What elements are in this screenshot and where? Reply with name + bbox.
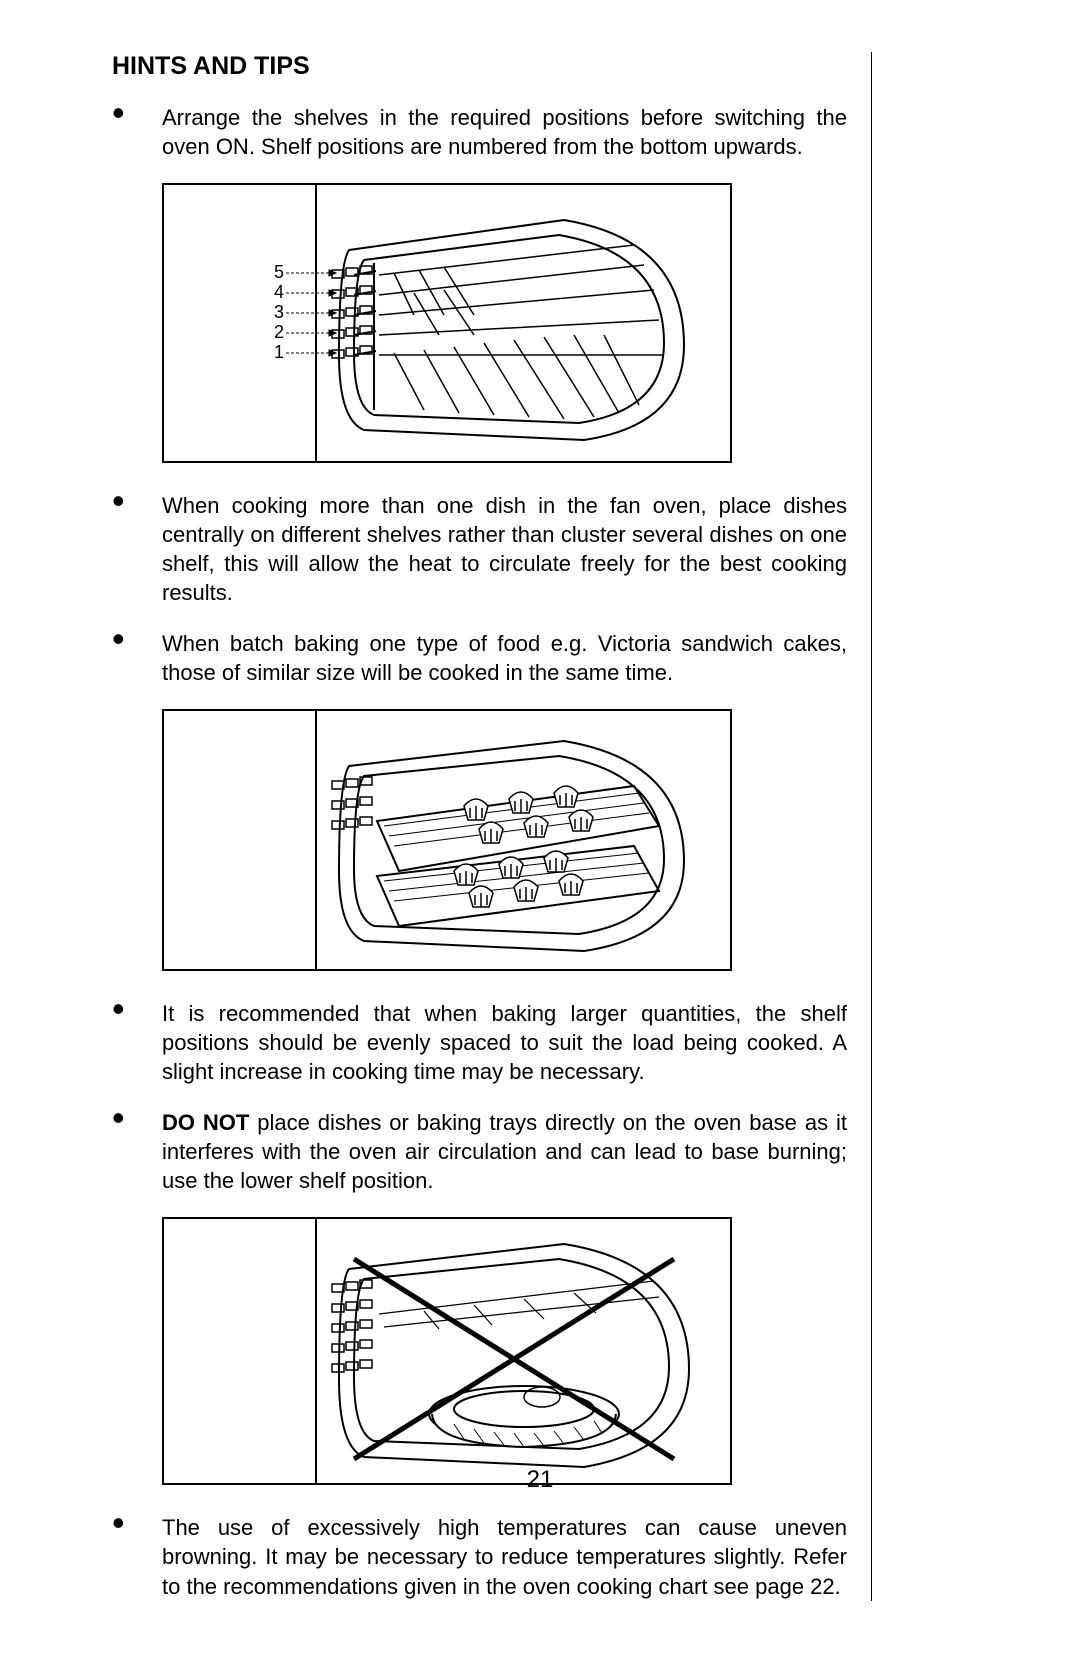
shelf-label-4: 4 — [274, 282, 284, 302]
bullet-list: It is recommended that when baking large… — [112, 999, 847, 1195]
section-heading: HINTS AND TIPS — [112, 52, 847, 81]
bullet-item: The use of excessively high temperatures… — [112, 1513, 847, 1600]
bullet-item: It is recommended that when baking large… — [112, 999, 847, 1086]
bullet-list: The use of excessively high temperatures… — [112, 1513, 847, 1600]
shelf-label-3: 3 — [274, 302, 284, 322]
bullet-item: Arrange the shelves in the required posi… — [112, 103, 847, 161]
shelf-label-2: 2 — [274, 322, 284, 342]
bullet-text: place dishes or baking trays directly on… — [162, 1110, 847, 1193]
page-number: 21 — [0, 1466, 1080, 1494]
shelf-label-5: 5 — [274, 262, 284, 282]
bullet-item: DO NOT place dishes or baking trays dire… — [112, 1108, 847, 1195]
shelf-label-1: 1 — [274, 342, 284, 362]
figure-do-not-base — [162, 1217, 732, 1485]
bullet-item: When batch baking one type of food e.g. … — [112, 629, 847, 687]
figure-batch-baking — [162, 709, 732, 971]
left-column: HINTS AND TIPS Arrange the shelves in th… — [112, 52, 872, 1601]
page: HINTS AND TIPS Arrange the shelves in th… — [0, 0, 1080, 1663]
bullet-item: When cooking more than one dish in the f… — [112, 491, 847, 607]
do-not-label: DO NOT — [162, 1110, 249, 1135]
figure-shelves: 5 4 3 2 1 — [162, 183, 732, 463]
bullet-list: When cooking more than one dish in the f… — [112, 491, 847, 687]
bullet-list: Arrange the shelves in the required posi… — [112, 103, 847, 161]
